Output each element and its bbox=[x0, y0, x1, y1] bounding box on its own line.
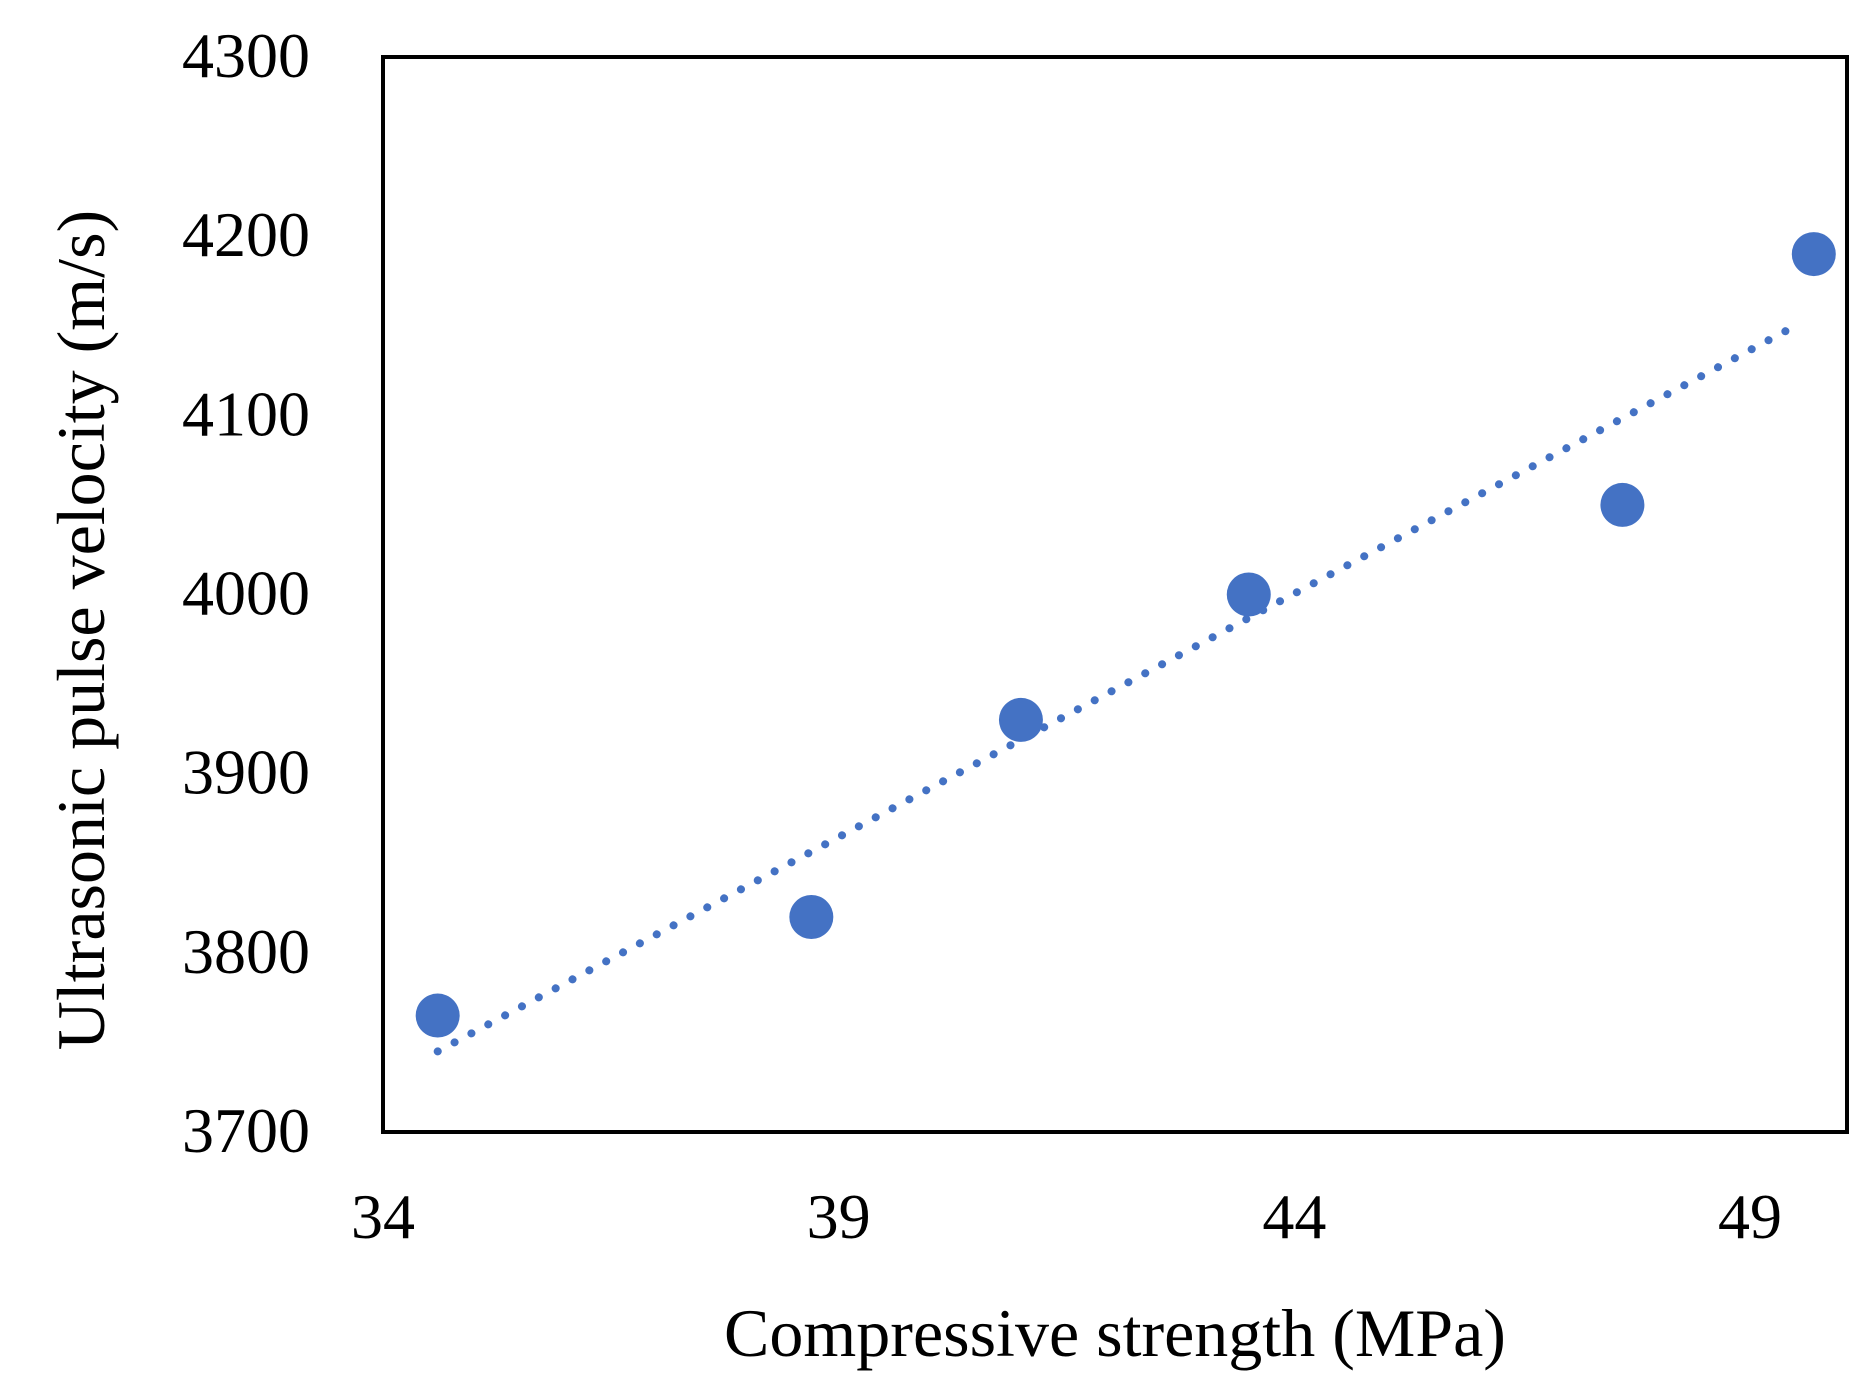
data-point-4 bbox=[1226, 572, 1271, 617]
y-tick-label-4200: 4200 bbox=[182, 199, 310, 270]
x-tick-label-44: 44 bbox=[1262, 1181, 1326, 1252]
y-tick-label-4300: 4300 bbox=[182, 20, 310, 91]
x-tick-label-39: 39 bbox=[807, 1181, 871, 1252]
y-axis-title: Ultrasonic pulse velocity (m/s) bbox=[43, 210, 119, 1050]
x-axis-title: Compressive strength (MPa) bbox=[724, 1295, 1506, 1371]
trendline bbox=[433, 321, 1800, 1056]
data-point-2 bbox=[789, 895, 834, 939]
x-tick-label-34: 34 bbox=[351, 1181, 415, 1252]
x-axis-ticks: 34 39 44 49 bbox=[351, 1181, 1782, 1252]
data-point-3 bbox=[998, 697, 1043, 742]
plot-frame bbox=[381, 55, 1849, 1134]
y-tick-label-3700: 3700 bbox=[182, 1095, 310, 1166]
y-tick-label-4100: 4100 bbox=[182, 378, 310, 449]
data-point-1 bbox=[415, 993, 460, 1038]
data-point-6 bbox=[1791, 232, 1836, 277]
data-points-group bbox=[415, 232, 1836, 1038]
y-tick-label-4000: 4000 bbox=[182, 558, 310, 629]
y-axis-ticks: 3700 3800 3900 4000 4100 4200 4300 bbox=[182, 20, 310, 1166]
trendline-group bbox=[433, 321, 1800, 1056]
x-tick-label-49: 49 bbox=[1718, 1181, 1782, 1252]
y-tick-label-3900: 3900 bbox=[182, 737, 310, 808]
y-tick-label-3800: 3800 bbox=[182, 916, 310, 987]
data-point-5 bbox=[1600, 482, 1645, 527]
